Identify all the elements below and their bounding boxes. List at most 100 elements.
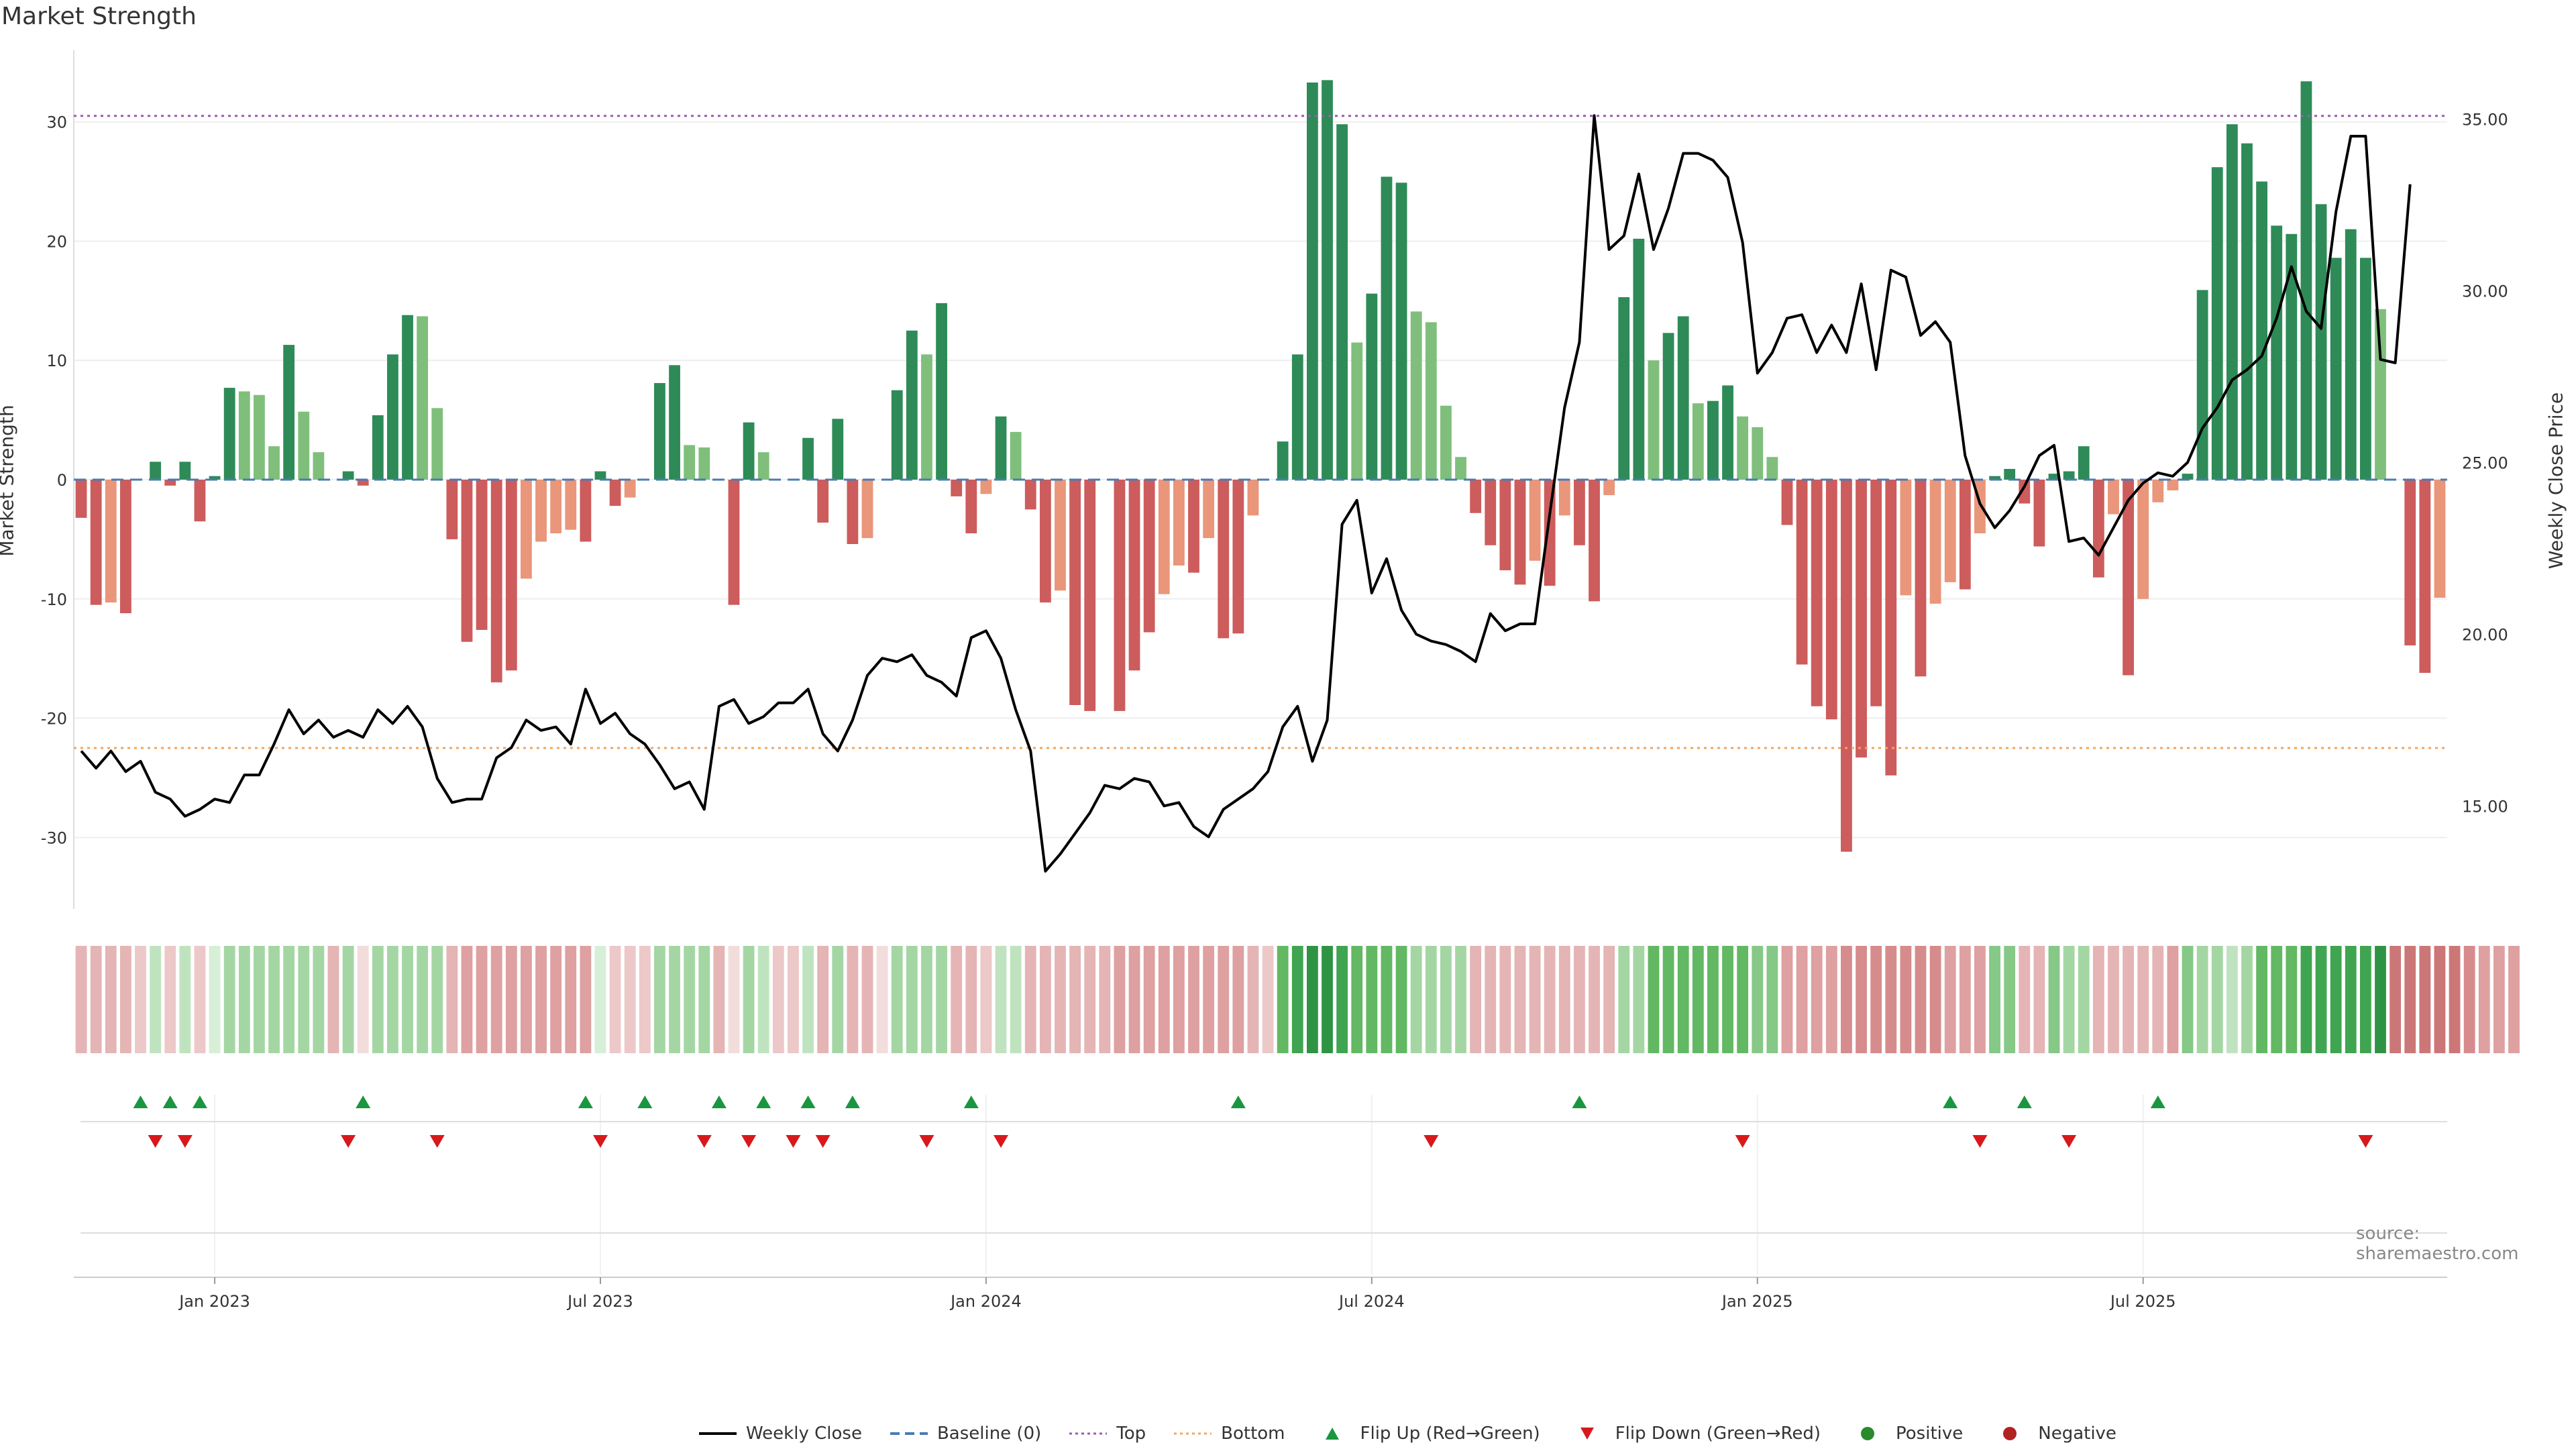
heat-cell	[2508, 946, 2520, 1053]
heat-cell	[342, 946, 354, 1053]
x-tick-label: Jan 2025	[1721, 1292, 1793, 1311]
heat-cell	[2463, 946, 2475, 1053]
strength-bar	[757, 452, 769, 480]
heat-cell	[2167, 946, 2179, 1053]
heat-cell	[1677, 946, 1689, 1053]
strength-bar	[2182, 474, 2194, 480]
strength-bar	[1692, 403, 1704, 480]
heat-cell	[2226, 946, 2238, 1053]
strength-bar	[594, 471, 606, 480]
legend-swatch-icon	[699, 1432, 737, 1435]
heat-cell	[2300, 946, 2312, 1053]
heat-cell	[1114, 946, 1126, 1053]
flip-down-marker	[1972, 1135, 1988, 1148]
strength-bar	[1959, 480, 1971, 590]
strength-bar	[2196, 290, 2208, 480]
strength-bar	[1203, 480, 1215, 539]
grid-lines	[74, 121, 2447, 1275]
heat-cell	[1707, 946, 1719, 1053]
strength-bar	[1470, 480, 1482, 513]
heat-cell	[2286, 946, 2298, 1053]
strength-bar	[1425, 322, 1437, 480]
x-tick-label: Jul 2025	[2109, 1292, 2176, 1311]
flip-up-marker	[845, 1095, 860, 1108]
heat-cell	[1039, 946, 1051, 1053]
strength-bar	[1677, 316, 1689, 480]
heat-cell	[2271, 946, 2283, 1053]
flip-down-marker	[919, 1135, 934, 1148]
strength-bar	[1929, 480, 1941, 604]
heat-cell	[624, 946, 636, 1053]
heat-cell	[757, 946, 769, 1053]
strength-bar	[298, 411, 310, 480]
heat-cell	[490, 946, 502, 1053]
strength-bar	[1544, 480, 1556, 586]
heat-cell	[951, 946, 963, 1053]
legend-swatch-icon	[890, 1432, 928, 1435]
heat-cell	[1262, 946, 1274, 1053]
strength-bar	[2092, 480, 2104, 578]
flip-down-marker	[592, 1135, 608, 1148]
heat-cell	[1648, 946, 1660, 1053]
heat-cell	[906, 946, 918, 1053]
heat-cell	[1900, 946, 1912, 1053]
strength-bar	[1618, 297, 1630, 480]
strength-bar	[2404, 480, 2416, 646]
chart-title: Market Strength	[1, 3, 197, 30]
heat-cell	[1915, 946, 1927, 1053]
heat-cell	[580, 946, 592, 1053]
legend-label: Bottom	[1221, 1424, 1285, 1444]
strength-bar	[313, 452, 325, 480]
strength-bar	[2004, 469, 2016, 480]
heat-cell	[1529, 946, 1541, 1053]
heat-cell	[698, 946, 710, 1053]
heat-cell	[1766, 946, 1778, 1053]
strength-bar	[1558, 480, 1570, 516]
strength-bar	[965, 480, 977, 533]
strength-bar	[521, 480, 532, 579]
strength-bar	[431, 408, 443, 480]
heat-cell	[1173, 946, 1185, 1053]
flip-up-marker	[578, 1095, 593, 1108]
y-right-tick: 25.00	[2462, 453, 2508, 472]
heat-cell	[1232, 946, 1244, 1053]
strength-bar	[1514, 480, 1526, 585]
heat-cell	[238, 946, 250, 1053]
heat-cell	[1055, 946, 1066, 1053]
heat-cell	[1989, 946, 2000, 1053]
strength-bar	[1900, 480, 1912, 596]
strength-bar	[2330, 258, 2342, 480]
flip-down-marker	[1735, 1135, 1750, 1148]
heat-cell	[2419, 946, 2431, 1053]
heat-cell	[2019, 946, 2031, 1053]
flip-up-marker	[356, 1095, 371, 1108]
heat-cell	[1143, 946, 1155, 1053]
heat-cell	[832, 946, 844, 1053]
heat-cell	[209, 946, 221, 1053]
legend-label: Weekly Close	[746, 1424, 862, 1444]
strength-bar	[1173, 480, 1185, 566]
heat-cell	[2434, 946, 2446, 1053]
heat-cell	[2048, 946, 2060, 1053]
heat-cell	[639, 946, 651, 1053]
flip-up-marker	[756, 1095, 771, 1108]
strength-bar	[1395, 182, 1407, 480]
strength-bar	[550, 480, 562, 533]
heat-cell	[1099, 946, 1111, 1053]
strength-bar	[1351, 342, 1363, 480]
strength-bar	[684, 445, 696, 480]
heat-cell	[1944, 946, 1956, 1053]
strength-bar	[342, 471, 354, 480]
heat-cell	[2123, 946, 2134, 1053]
heat-cell	[1499, 946, 1511, 1053]
heat-cell	[268, 946, 280, 1053]
strength-bar	[861, 480, 873, 539]
flip-up-marker	[711, 1095, 727, 1108]
heat-cell	[2241, 946, 2253, 1053]
strength-bar	[150, 462, 162, 480]
heat-cell	[2478, 946, 2490, 1053]
legend-label: Top	[1116, 1424, 1146, 1444]
legend-swatch-icon	[1580, 1428, 1594, 1440]
strength-bar	[654, 383, 665, 480]
y-right-tick: 30.00	[2462, 282, 2508, 301]
